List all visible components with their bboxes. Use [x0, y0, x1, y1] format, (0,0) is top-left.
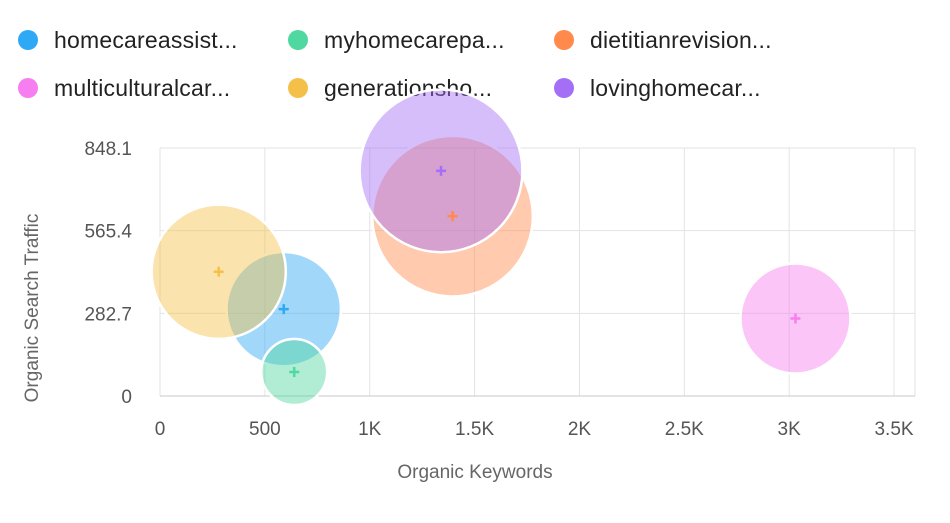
- legend-marker: [288, 78, 308, 98]
- grid-lines: [159, 147, 916, 397]
- y-tick-label: 282.7: [84, 304, 132, 325]
- legend-label: lovinghomecar...: [590, 74, 761, 101]
- x-tick-label: 1K: [358, 419, 382, 440]
- legend-marker: [18, 30, 38, 50]
- x-axis-title: Organic Keywords: [397, 462, 552, 483]
- center-marker-layer: [213, 165, 801, 378]
- bubble-center-marker: [213, 266, 224, 277]
- x-tick-label: 500: [249, 419, 281, 440]
- legend-label: homecareassist...: [54, 26, 238, 53]
- legend-label: dietitianrevision...: [590, 26, 772, 53]
- y-axis-title: Organic Search Traffic: [22, 214, 43, 403]
- x-tick-label: 0: [155, 419, 166, 440]
- legend-item-homecareassist[interactable]: homecareassist...: [18, 22, 238, 58]
- x-axis-ticks: 0 500 1K 1.5K 2K 2.5K 3K 3.5K: [155, 419, 914, 440]
- legend-marker: [288, 30, 308, 50]
- legend-marker: [554, 30, 574, 50]
- legend-item-lovinghomecar[interactable]: lovinghomecar...: [554, 70, 761, 106]
- y-tick-label: 848.1: [84, 139, 132, 160]
- x-tick-label: 2K: [568, 419, 592, 440]
- legend-item-generationsho[interactable]: generationsho...: [288, 70, 492, 106]
- bubble-center-marker: [790, 313, 801, 324]
- legend-item-dietitianrevision[interactable]: dietitianrevision...: [554, 22, 772, 58]
- legend: homecareassist... myhomecarepa... dietit…: [18, 22, 918, 112]
- y-tick-label: 0: [121, 387, 132, 408]
- bubble-center-marker: [447, 211, 458, 222]
- x-tick-label: 1.5K: [455, 419, 494, 440]
- x-tick-label: 2.5K: [665, 419, 704, 440]
- bubble-layer: [150, 88, 852, 407]
- legend-label: myhomecarepa...: [324, 26, 505, 53]
- legend-marker: [18, 78, 38, 98]
- legend-item-multiculturalcar[interactable]: multiculturalcar...: [18, 70, 230, 106]
- bubble-center-marker: [278, 304, 289, 315]
- legend-marker: [554, 78, 574, 98]
- bubble-center-marker: [436, 165, 447, 176]
- y-tick-label: 565.4: [84, 222, 132, 243]
- legend-item-myhomecarepa[interactable]: myhomecarepa...: [288, 22, 505, 58]
- legend-label: multiculturalcar...: [54, 74, 231, 101]
- bubble-center-marker: [289, 367, 300, 378]
- x-tick-label: 3K: [778, 419, 802, 440]
- x-tick-label: 3.5K: [874, 419, 913, 440]
- y-axis-ticks: 0 282.7 565.4 848.1: [84, 139, 132, 408]
